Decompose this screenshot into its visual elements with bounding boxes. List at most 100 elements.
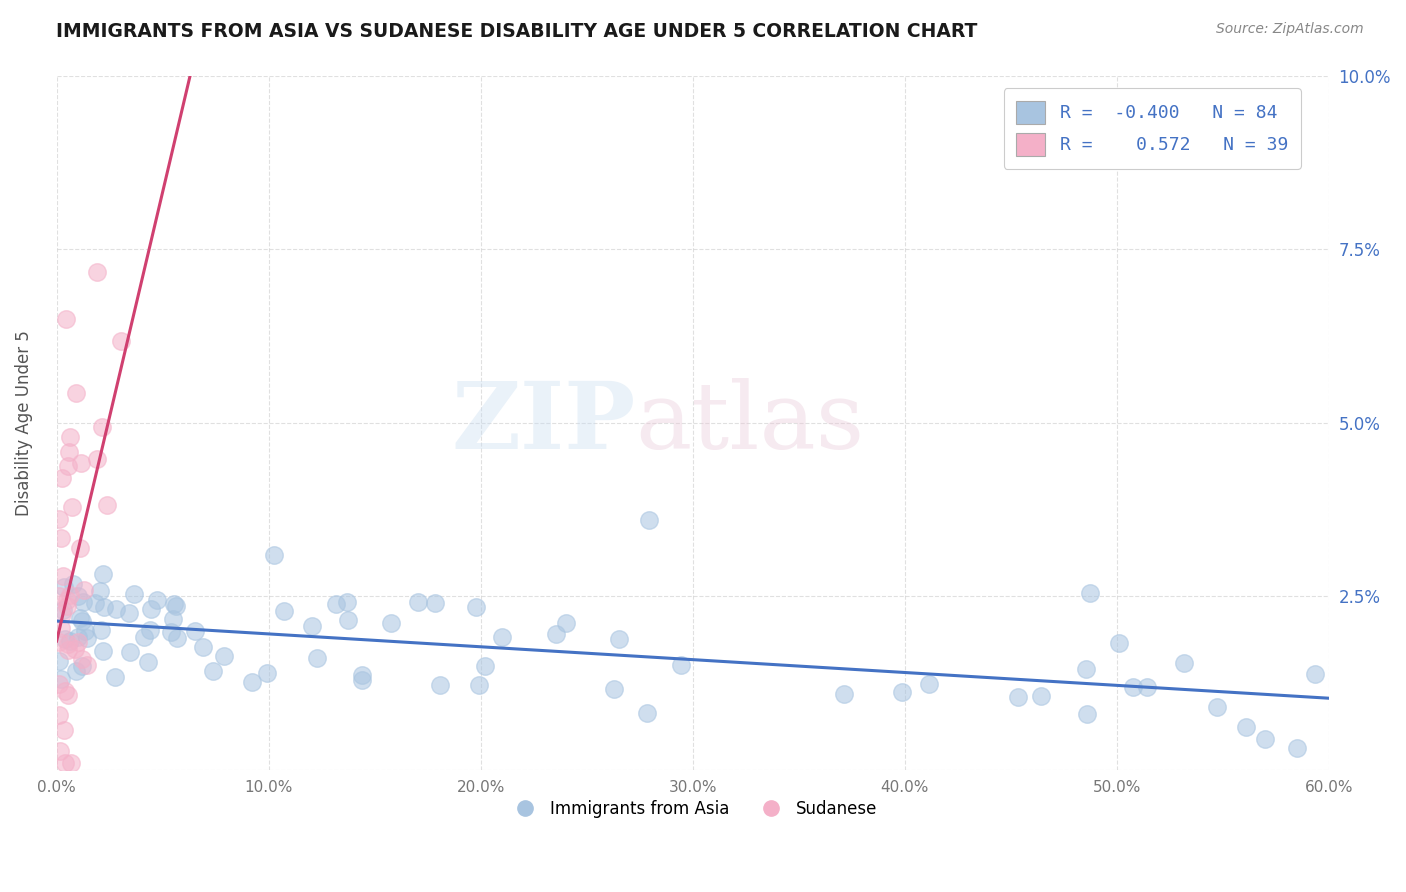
Point [52,603,75,617]
Text: IMMIGRANTS FROM ASIA VS SUDANESE DISABILITY AGE UNDER 5 CORRELATION CHART: IMMIGRANTS FROM ASIA VS SUDANESE DISABIL… [56,22,977,41]
Point [69,610,91,624]
Point [56,592,79,607]
Point [65,665,87,679]
Point [602,682,624,697]
Point [51,607,73,621]
Point [159,625,181,640]
Point [65,386,87,401]
Point [1136,681,1159,695]
Point [110,334,132,349]
Point [1303,667,1326,681]
Point [72,651,94,665]
Point [91,420,114,434]
Point [1108,636,1130,650]
Point [53,581,76,595]
Point [49,531,72,545]
Point [59,588,82,602]
Point [162,612,184,626]
Point [67,634,90,648]
Point [48,654,70,668]
Point [1076,707,1098,722]
Point [52,569,75,583]
Point [70,456,93,470]
Point [1206,700,1229,714]
Point [162,597,184,611]
Point [273,604,295,618]
Point [468,678,491,692]
Point [555,615,578,630]
Point [96,498,118,512]
Point [86,452,108,467]
Point [86,264,108,278]
Y-axis label: Disability Age Under 5: Disability Age Under 5 [15,330,32,516]
Point [69,541,91,556]
Point [325,598,347,612]
Point [1007,690,1029,704]
Point [67,589,90,603]
Point [637,513,659,527]
Point [832,687,855,701]
Point [184,624,207,638]
Point [73,582,96,597]
Point [76,657,98,672]
Point [546,626,568,640]
Point [350,673,373,687]
Point [48,512,70,526]
Point [336,595,359,609]
Point [56,599,79,614]
Legend: Immigrants from Asia, Sudanese: Immigrants from Asia, Sudanese [502,793,884,824]
Point [380,615,402,630]
Text: Source: ZipAtlas.com: Source: ZipAtlas.com [1216,22,1364,37]
Point [58,458,80,473]
Point [48,589,70,603]
Point [93,599,115,614]
Point [336,613,359,627]
Point [104,670,127,684]
Point [918,677,941,691]
Point [73,624,96,639]
Point [138,655,160,669]
Point [105,601,128,615]
Point [55,311,77,326]
Point [301,619,323,633]
Point [60,756,83,770]
Point [56,688,79,702]
Point [91,567,114,582]
Point [132,630,155,644]
Point [59,633,82,648]
Point [193,640,215,655]
Point [1031,689,1053,703]
Point [166,631,188,645]
Point [53,723,76,738]
Point [76,631,98,645]
Point [465,599,488,614]
Point [120,645,142,659]
Point [212,648,235,663]
Point [72,595,94,609]
Point [48,676,70,690]
Point [1173,657,1195,671]
Point [49,621,72,635]
Point [91,644,114,658]
Point [49,672,72,686]
Point [58,642,80,657]
Point [263,548,285,562]
Point [240,674,263,689]
Text: atlas: atlas [636,377,865,467]
Point [48,708,70,723]
Point [53,632,76,646]
Point [352,667,374,681]
Point [122,587,145,601]
Point [53,756,76,770]
Point [49,744,72,758]
Point [1080,585,1102,599]
Point [1285,740,1308,755]
Point [406,595,429,609]
Point [67,630,90,644]
Point [474,659,496,673]
Point [891,685,914,699]
Point [609,632,631,647]
Point [202,665,225,679]
Point [83,596,105,610]
Point [1253,732,1275,747]
